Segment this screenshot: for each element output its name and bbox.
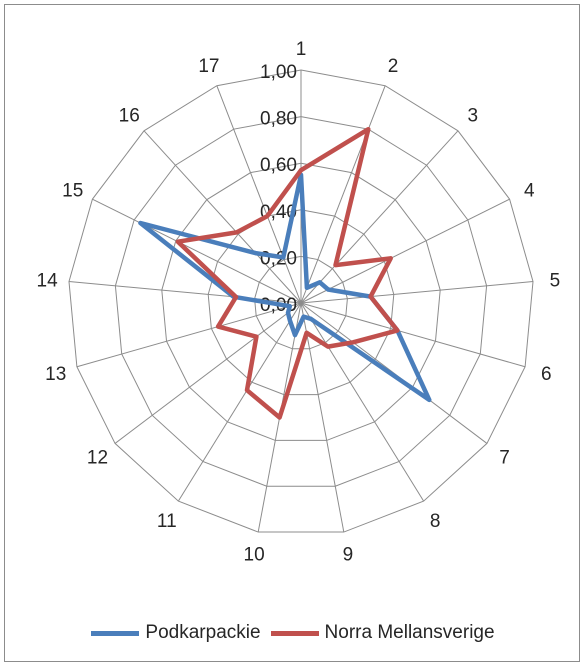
chart-area: 0,00 0,20 0,40 0,60 0,80 1,00 1 2 3 4 5 6 7 8 9 10 11 12… xyxy=(4,4,580,662)
spoke-11 xyxy=(177,302,302,502)
grid-ring-2 xyxy=(207,209,395,396)
spoke-5 xyxy=(300,281,534,304)
grid-ring-4 xyxy=(114,116,488,487)
category-label: 12 xyxy=(87,448,108,469)
category-label: 10 xyxy=(244,545,265,566)
tick-label: 1,00 xyxy=(260,62,297,83)
spoke-12 xyxy=(114,302,302,444)
spoke-4 xyxy=(300,198,510,304)
spoke-16 xyxy=(143,130,302,304)
grid-ring-5 xyxy=(68,69,534,533)
category-label: 14 xyxy=(37,271,59,292)
category-label: 4 xyxy=(524,180,535,201)
category-label: 1 xyxy=(296,39,307,60)
category-label: 7 xyxy=(499,448,510,469)
category-label: 2 xyxy=(388,56,399,77)
radial-tick-labels: 0,000,200,400,600,801,00 xyxy=(260,62,297,316)
legend-entry: Norra Mellansverige xyxy=(270,622,495,644)
spoke-9 xyxy=(300,302,345,533)
spoke-2 xyxy=(300,85,386,304)
radar-chart: 0,000,200,400,600,801,00 123456789101112… xyxy=(37,39,561,566)
spoke-8 xyxy=(300,302,425,502)
tick-label: 0,40 xyxy=(260,202,297,223)
tick-label: 0,80 xyxy=(260,109,297,130)
legend: Podkarpackie Norra Mellansverige xyxy=(5,613,581,653)
legend-entry: Podkarpackie xyxy=(91,622,261,644)
category-label: 17 xyxy=(198,56,219,77)
legend-swatch xyxy=(270,630,319,636)
category-label: 8 xyxy=(430,511,441,532)
legend-label: Norra Mellansverige xyxy=(324,622,495,643)
spoke-3 xyxy=(300,130,459,304)
category-label: 13 xyxy=(45,364,66,385)
series-line-norra-mellansverige xyxy=(175,126,400,420)
category-label: 5 xyxy=(550,271,561,292)
legend-swatch xyxy=(91,630,140,636)
category-label: 15 xyxy=(62,180,83,201)
spoke-6 xyxy=(300,302,526,368)
series-lines xyxy=(138,126,432,420)
category-label: 16 xyxy=(119,106,140,127)
series-line-podkarpackie xyxy=(138,172,432,403)
category-label: 9 xyxy=(343,545,354,566)
category-label: 3 xyxy=(468,106,479,127)
spoke-17 xyxy=(216,85,302,304)
spoke-13 xyxy=(76,302,302,368)
spoke-15 xyxy=(92,198,302,304)
category-label: 6 xyxy=(541,364,552,385)
category-label: 11 xyxy=(157,511,177,532)
tick-label: 0,60 xyxy=(260,155,297,176)
legend-label: Podkarpackie xyxy=(145,622,261,643)
radar-grid xyxy=(68,69,534,533)
